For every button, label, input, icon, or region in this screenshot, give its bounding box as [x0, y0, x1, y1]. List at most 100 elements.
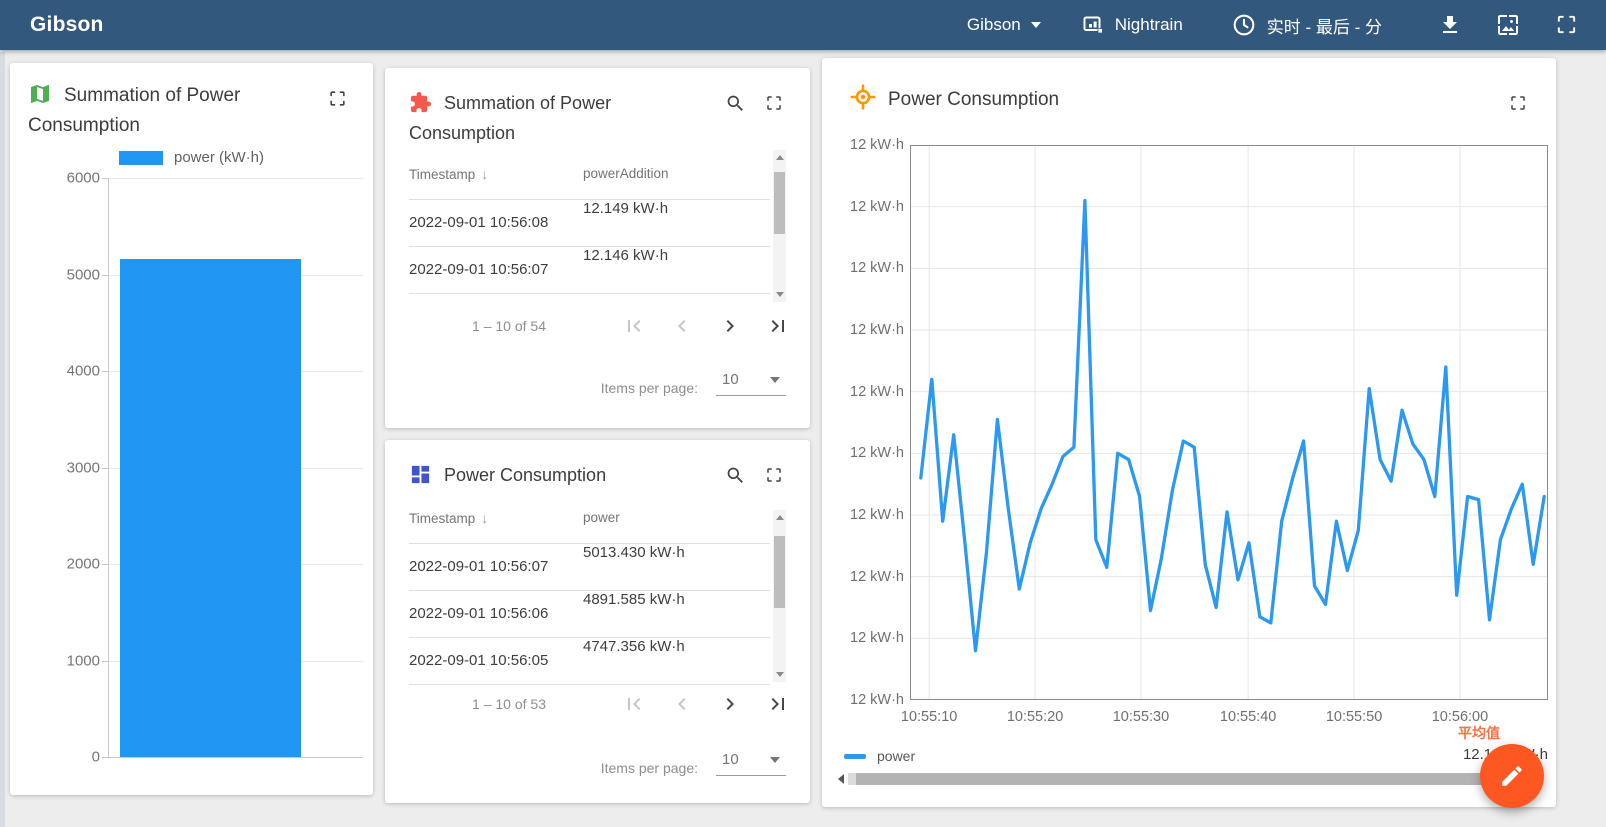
- gridline: [109, 178, 363, 179]
- y-tick-label: 12 kW·h: [850, 507, 904, 523]
- time-filter-label: 实时 - 最后 - 分: [1266, 17, 1382, 37]
- last-page-button[interactable]: [766, 314, 790, 338]
- chart-horizontal-scrollbar[interactable]: [838, 772, 1530, 786]
- bar-panel: Summation of Power Consumption power (kW…: [10, 63, 373, 795]
- paginator: 1 – 10 of 53: [472, 692, 790, 716]
- column-label: Timestamp: [409, 511, 476, 526]
- y-tick-label: 12 kW·h: [850, 322, 904, 338]
- expand-button[interactable]: [764, 94, 784, 114]
- scroll-down-icon[interactable]: [775, 292, 784, 297]
- page-scrollbar[interactable]: [0, 52, 5, 827]
- y-tick-label: 12 kW·h: [850, 137, 904, 153]
- scrollbar-thumb[interactable]: [774, 536, 785, 608]
- next-page-button[interactable]: [718, 692, 742, 716]
- first-page-button[interactable]: [622, 692, 646, 716]
- download-icon: [1443, 16, 1457, 33]
- line-legend-dash: [844, 753, 866, 759]
- time-filter[interactable]: 实时 - 最后 - 分: [1231, 12, 1382, 38]
- device-dashboard-icon: [1083, 16, 1102, 33]
- scrollbar-thumb[interactable]: [856, 773, 1490, 785]
- y-tick-label: 1000: [66, 652, 100, 669]
- expand-button[interactable]: [1508, 94, 1528, 114]
- dashboard-icon: [411, 465, 430, 484]
- axis-tick: [102, 371, 109, 372]
- legend-swatch: [118, 150, 163, 165]
- power-panel-title-row: Power Consumption: [409, 460, 689, 490]
- app-title: Gibson: [30, 13, 104, 36]
- last-page-icon: [771, 320, 784, 332]
- top-bar: Gibson Gibson Nightrain: [0, 0, 1606, 50]
- y-tick-label: 12 kW·h: [850, 445, 904, 462]
- items-per-page-label: Items per page:: [600, 380, 698, 396]
- cell-timestamp: 2022-09-01 10:56:08: [409, 214, 549, 231]
- x-tick-label: 10:56:00: [1431, 709, 1489, 725]
- legend-item-power[interactable]: power (kW·h): [10, 149, 373, 166]
- edit-fab[interactable]: [1480, 744, 1544, 808]
- x-tick-label: 10:55:40: [1219, 709, 1277, 725]
- column-header-timestamp[interactable]: Timestamp: [409, 166, 488, 182]
- y-tick-label: 0: [91, 748, 100, 766]
- scroll-left-icon[interactable]: [838, 774, 844, 784]
- top-bar-actions: Gibson Nightrain 实时 - 最后 - 分: [967, 12, 1578, 38]
- cell-timestamp: 2022-09-01 10:56:07: [409, 261, 549, 278]
- scrollbar-track[interactable]: [848, 773, 1520, 785]
- table-row: 2022-09-01 10:56:07 5013.430 kW·h: [409, 544, 770, 591]
- search-button[interactable]: [725, 465, 746, 486]
- line-panel: Power Consumption 12 kW·h 12 kW·h 12 kW·h 1…: [822, 58, 1556, 807]
- device-selector[interactable]: Nightrain: [1081, 13, 1183, 37]
- scrollbar-thumb[interactable]: [774, 172, 785, 234]
- first-page-button[interactable]: [622, 314, 646, 338]
- previous-page-button[interactable]: [670, 692, 694, 716]
- cell-timestamp: 2022-09-01 10:56:07: [409, 558, 549, 575]
- first-page-icon: [628, 698, 641, 710]
- power-table-panel: Power Consumption Timestamp power 2022-0…: [385, 440, 810, 803]
- panel-title: Power Consumption: [444, 465, 607, 485]
- cell-timestamp: 2022-09-01 10:56:06: [409, 605, 549, 622]
- expand-icon: [329, 91, 345, 106]
- items-per-page-row: Items per page: 10: [601, 370, 786, 396]
- line-chart-x-axis: 10:55:10 10:55:20 10:55:30 10:55:40 10:55:50…: [901, 709, 1548, 727]
- download-button[interactable]: [1438, 13, 1462, 37]
- chevron-left-icon: [678, 698, 686, 710]
- legend-item-power[interactable]: power: [844, 748, 915, 764]
- axis-tick: [102, 564, 109, 565]
- y-tick-label: 5000: [66, 266, 100, 283]
- items-per-page-select[interactable]: 10: [716, 750, 786, 776]
- chevron-down-icon: [1030, 22, 1041, 28]
- column-header-value[interactable]: power: [583, 510, 620, 525]
- table-body: 2022-09-01 10:56:08 12.149 kW·h 2022-09-…: [409, 199, 770, 303]
- y-tick-label: 3000: [66, 459, 100, 476]
- column-header-timestamp[interactable]: Timestamp: [409, 510, 488, 526]
- column-header-value[interactable]: powerAddition: [583, 166, 669, 181]
- x-tick-label: 10:55:30: [1112, 709, 1170, 725]
- scroll-up-icon[interactable]: [775, 155, 784, 160]
- scroll-down-icon[interactable]: [775, 672, 784, 677]
- y-tick-label: 6000: [66, 169, 100, 187]
- tenant-dropdown-label: Gibson: [966, 15, 1021, 34]
- previous-page-button[interactable]: [670, 314, 694, 338]
- expand-button[interactable]: [764, 466, 784, 486]
- scroll-up-icon[interactable]: [775, 515, 784, 520]
- line-chart-plot: [910, 145, 1548, 700]
- fullscreen-button[interactable]: [1554, 13, 1578, 37]
- expand-button[interactable]: [327, 89, 347, 109]
- panel-title: Summation of Power Consumption: [409, 93, 612, 143]
- bar-chart-y-axis: 0 1000 2000 3000 4000 5000 6000: [26, 170, 100, 766]
- target-icon: [850, 84, 876, 110]
- y-tick-label: 12 kW·h: [850, 568, 904, 585]
- column-label: powerAddition: [583, 166, 669, 181]
- pencil-icon: [1502, 766, 1522, 786]
- table-scrollbar[interactable]: [773, 510, 786, 682]
- items-per-page-select[interactable]: 10: [716, 370, 786, 396]
- expand-icon: [767, 96, 781, 110]
- axis-tick: [102, 757, 109, 758]
- screenshot-button[interactable]: [1496, 13, 1520, 37]
- next-page-button[interactable]: [718, 314, 742, 338]
- table-scrollbar[interactable]: [773, 150, 786, 302]
- paginator: 1 – 10 of 54: [472, 314, 790, 338]
- tenant-dropdown[interactable]: Gibson: [967, 15, 1041, 35]
- y-tick-label: 12 kW·h: [850, 260, 904, 277]
- search-button[interactable]: [725, 93, 746, 114]
- last-page-button[interactable]: [766, 692, 790, 716]
